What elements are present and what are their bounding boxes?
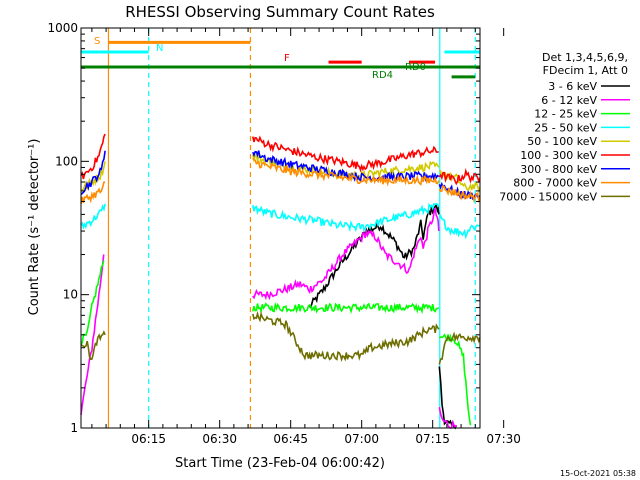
- series-line-1-2: [438, 406, 457, 429]
- legend-label-3: 25 - 50 keV: [534, 121, 597, 134]
- flag-label-n: N: [156, 43, 163, 54]
- series-line-3-0: [80, 203, 106, 230]
- legend-label-2: 12 - 25 keV: [534, 108, 597, 121]
- legend: Det 1,3,4,5,6,9,FDecim 1, Att 0 3 - 6 keV…: [499, 51, 630, 203]
- flags-and-markers: S N F RD0 RD4: [81, 28, 480, 428]
- legend-label-8: 7000 - 15000 keV: [499, 190, 597, 203]
- y-tick-label-3: 1000: [47, 21, 78, 35]
- series-line-1-0: [80, 254, 105, 415]
- y-tick-label-2: 100: [55, 154, 78, 168]
- x-axis-label: Start Time (23-Feb-04 06:00:42): [175, 456, 385, 471]
- legend-label-6: 300 - 800 keV: [520, 163, 597, 176]
- series-7: [80, 157, 481, 205]
- legend-label-7: 800 - 7000 keV: [513, 177, 597, 190]
- y-tick-label-0: 1: [70, 421, 78, 435]
- series-line-0-0: [309, 203, 440, 309]
- flag-label-rd0: RD0: [405, 62, 426, 73]
- series-line-1-1: [252, 207, 440, 301]
- series-line-7-0: [80, 181, 106, 205]
- flag-label-rd4: RD4: [372, 70, 393, 81]
- series-line-6-1: [252, 150, 440, 183]
- plot-frame: [80, 27, 481, 429]
- series-line-7-2: [438, 184, 481, 204]
- series-line-5-1: [252, 135, 440, 173]
- series-line-8-2: [438, 331, 481, 365]
- series-line-5-2: [438, 167, 481, 186]
- series-line-5-0: [80, 133, 106, 180]
- legend-label-0: 3 - 6 keV: [548, 80, 597, 93]
- legend-header-1: FDecim 1, Att 0: [543, 64, 628, 77]
- series-3: [80, 202, 481, 240]
- series-line-7-1: [252, 157, 440, 187]
- timestamp: 15-Oct-2021 05:38: [560, 469, 636, 478]
- series-8: [80, 310, 481, 365]
- legend-label-1: 6 - 12 keV: [541, 94, 597, 107]
- series-line-4-0: [80, 161, 106, 192]
- flag-label-f: F: [284, 53, 290, 64]
- series-line-6-0: [80, 150, 106, 196]
- x-tick-label-2: 06:45: [273, 432, 308, 446]
- series-line-3-2: [438, 214, 481, 240]
- x-tick-label-3: 07:00: [344, 432, 379, 446]
- x-tick-label-0: 06:15: [131, 432, 166, 446]
- legend-label-4: 50 - 100 keV: [527, 135, 597, 148]
- series-5: [80, 133, 481, 186]
- x-tick-label-1: 06:30: [202, 432, 237, 446]
- series-line-2-1: [252, 301, 440, 315]
- y-tick-label-1: 10: [63, 288, 78, 302]
- series-line-2-2: [438, 333, 472, 426]
- legend-header-0: Det 1,3,4,5,6,9,: [542, 51, 628, 64]
- series-line-8-0: [80, 330, 106, 361]
- x-tick-label-4: 07:15: [415, 432, 450, 446]
- series-1: [80, 207, 457, 429]
- series-line-3-1: [252, 202, 440, 233]
- x-tick-label-5: 07:30: [486, 432, 521, 446]
- series-line-8-1: [252, 310, 440, 363]
- y-axis-label: Count Rate (s⁻¹ detector⁻¹): [27, 139, 42, 316]
- chart-title: RHESSI Observing Summary Count Rates: [125, 3, 435, 21]
- axes: 06:15 06:30 06:45 07:00 07:15 07:30 1 10 100 1000: [47, 21, 521, 446]
- flag-label-s: S: [94, 36, 100, 47]
- legend-label-5: 100 - 300 keV: [520, 149, 597, 162]
